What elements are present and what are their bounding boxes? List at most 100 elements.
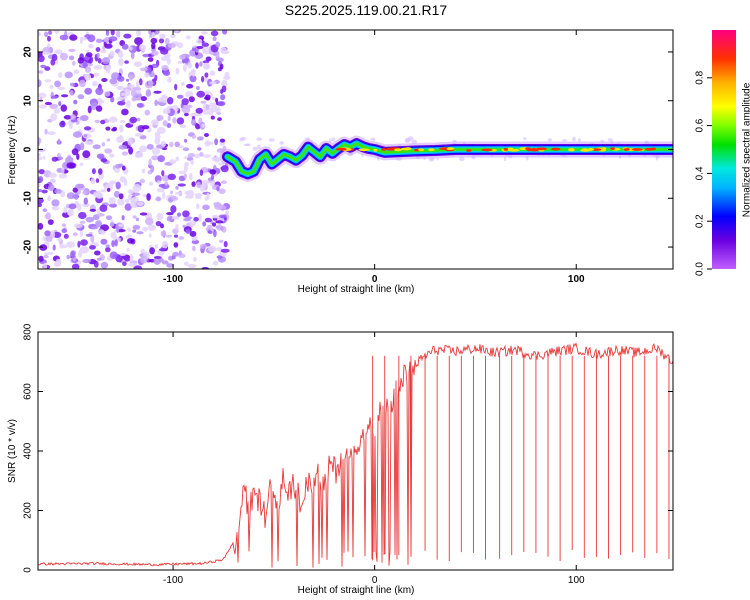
noise-blob — [146, 193, 151, 201]
noise-blob — [175, 67, 180, 75]
noise-blob — [38, 79, 42, 88]
noise-blob — [58, 173, 68, 179]
noise-blob — [187, 62, 192, 69]
noise-blob — [68, 48, 76, 53]
noise-blob — [148, 158, 152, 167]
noise-blob — [215, 51, 220, 59]
noise-blob — [78, 211, 87, 220]
noise-blob — [48, 172, 57, 178]
noise-blob — [82, 258, 92, 264]
noise-blob — [197, 147, 202, 151]
noise-speckle — [407, 136, 414, 142]
noise-blob — [92, 81, 98, 87]
noise-blob — [156, 114, 164, 121]
noise-blob — [84, 134, 88, 138]
noise-blob — [77, 203, 82, 211]
noise-blob — [154, 99, 158, 107]
noise-speckle — [252, 146, 258, 151]
noise-blob — [150, 30, 156, 33]
noise-blob — [204, 196, 209, 201]
noise-blob — [93, 260, 99, 268]
noise-blob — [126, 100, 131, 109]
track-peak — [610, 147, 615, 151]
noise-blob — [188, 96, 195, 103]
noise-blob — [172, 117, 177, 124]
noise-blob — [199, 61, 203, 67]
noise-blob — [140, 248, 145, 254]
noise-blob — [95, 178, 100, 183]
noise-blob — [192, 47, 196, 52]
noise-blob — [79, 229, 83, 237]
noise-blob — [132, 224, 141, 230]
noise-blob — [117, 229, 126, 233]
frequency-track — [219, 135, 673, 182]
noise-blob — [91, 226, 99, 230]
noise-blob — [95, 105, 103, 112]
noise-blob — [98, 229, 105, 234]
noise-blob — [44, 101, 53, 106]
noise-blob — [167, 76, 172, 83]
noise-blob — [82, 150, 91, 159]
noise-blob — [42, 51, 51, 55]
noise-blob — [66, 254, 70, 260]
noise-blob — [136, 117, 141, 122]
noise-blob — [170, 190, 173, 195]
noise-blob — [196, 136, 204, 141]
x-tick-label: 0 — [372, 575, 378, 586]
noise-blob — [50, 113, 58, 121]
noise-blob — [39, 97, 43, 103]
noise-blob — [190, 159, 194, 166]
noise-blob — [79, 220, 86, 224]
noise-blob — [181, 98, 189, 106]
noise-blob — [50, 95, 59, 99]
noise-blob — [220, 165, 229, 173]
noise-blob — [68, 203, 77, 210]
noise-blob — [97, 58, 102, 64]
noise-blob — [112, 126, 118, 131]
noise-blob — [96, 208, 100, 214]
noise-blob — [210, 174, 215, 181]
noise-blob — [100, 261, 109, 269]
noise-blob — [38, 182, 41, 188]
noise-blob — [177, 60, 183, 64]
colorbar-label: Normalized spectral amplitude — [741, 82, 750, 217]
noise-blob — [69, 123, 73, 130]
noise-blob — [196, 46, 204, 49]
noise-blob — [139, 78, 143, 86]
noise-blob — [133, 265, 143, 269]
y-tick-label: 0 — [23, 146, 34, 152]
noise-blob — [47, 184, 55, 191]
noise-blob — [61, 94, 69, 98]
noise-blob — [54, 49, 63, 55]
noise-blob — [95, 220, 102, 228]
noise-blob — [154, 74, 158, 82]
noise-blob — [109, 153, 115, 158]
noise-blob — [204, 62, 210, 69]
noise-blob — [191, 134, 197, 139]
x-tick-label: 100 — [568, 575, 585, 586]
noise-blob — [199, 243, 207, 249]
noise-blob — [201, 179, 210, 185]
noise-blob — [88, 44, 94, 49]
track-peak — [568, 148, 575, 152]
noise-blob — [211, 96, 216, 100]
noise-blob — [161, 260, 169, 265]
track-peak — [446, 147, 455, 151]
noise-speckle — [268, 138, 275, 142]
noise-blob — [45, 251, 54, 255]
noise-blob — [176, 42, 184, 49]
noise-blob — [105, 30, 110, 36]
noise-blob — [82, 190, 87, 195]
colorbar-tick-label: 0.2 — [695, 214, 706, 228]
noise-blob — [169, 159, 177, 165]
noise-blob — [202, 109, 210, 115]
y-tick-label: 10 — [23, 95, 34, 107]
noise-blob — [110, 231, 117, 239]
noise-blob — [38, 202, 43, 208]
noise-blob — [191, 181, 196, 187]
noise-blob — [59, 244, 68, 249]
noise-blob — [116, 225, 120, 234]
noise-speckle — [504, 157, 507, 162]
noise-blob — [184, 138, 188, 143]
noise-blob — [66, 192, 76, 200]
